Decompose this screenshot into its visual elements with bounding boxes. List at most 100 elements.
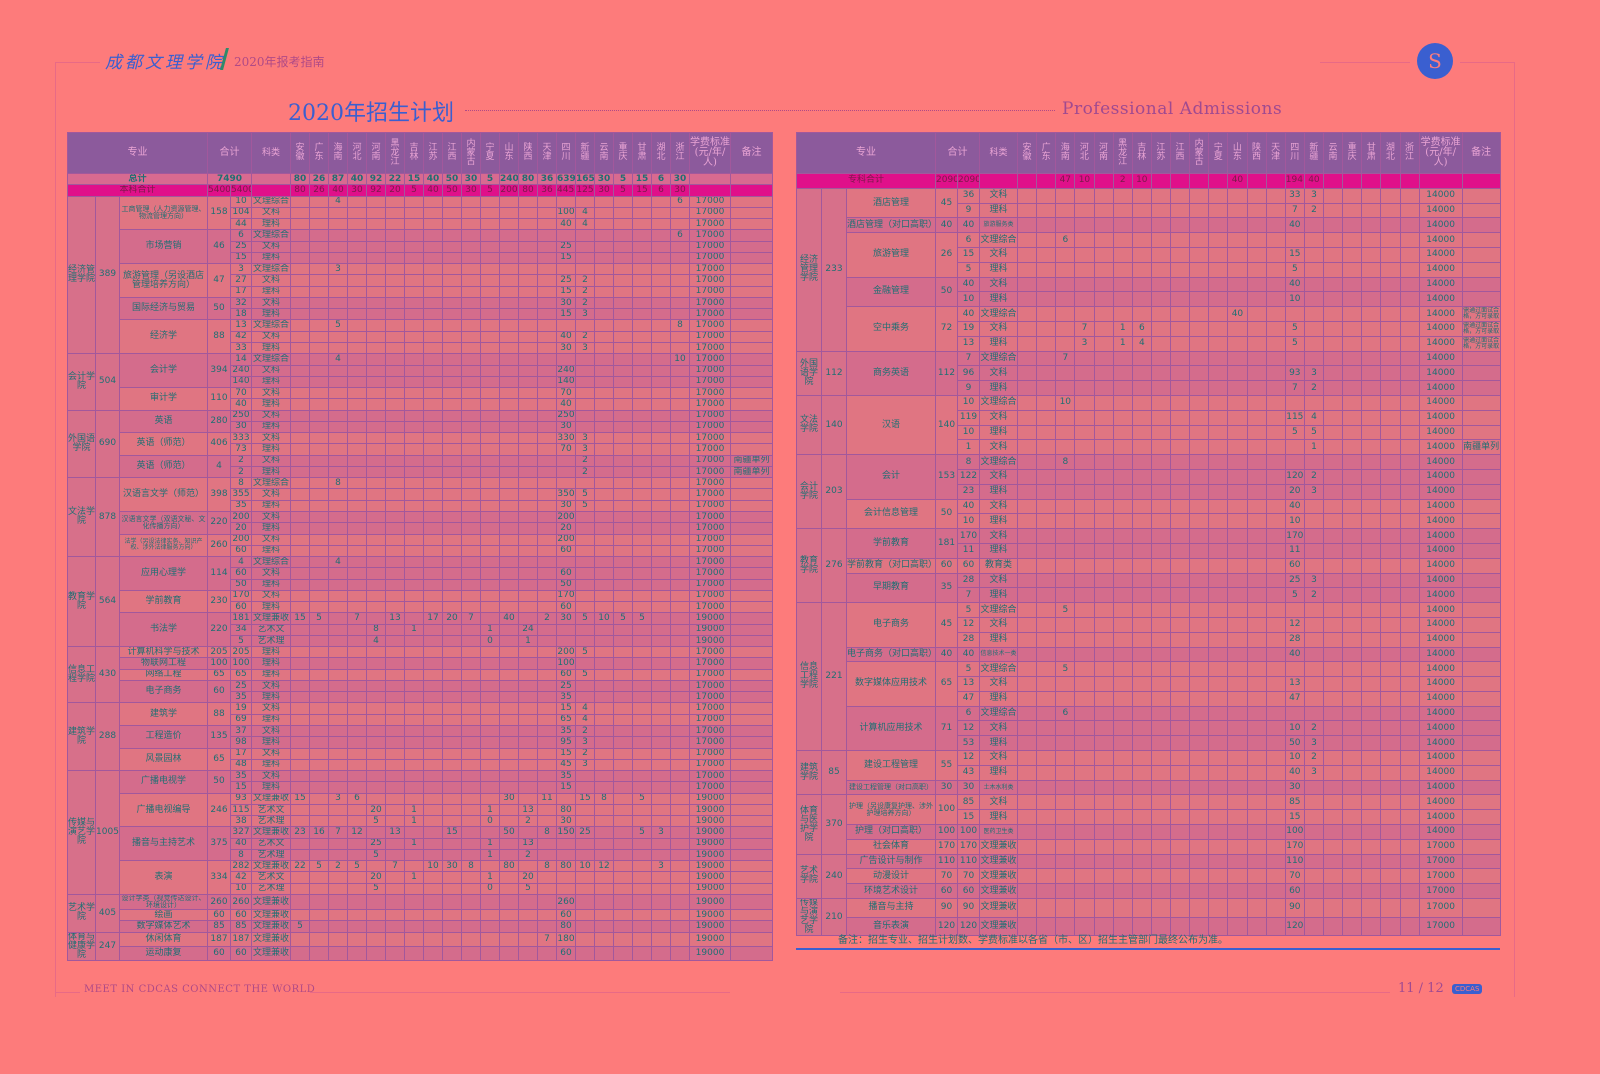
province-count [347, 341, 367, 355]
province-count [670, 747, 690, 760]
province-count [480, 567, 500, 580]
province-count [366, 341, 386, 355]
college-name: 教育学院 [796, 528, 822, 604]
province-count [1380, 409, 1401, 426]
province-count: 12 [347, 826, 367, 839]
province-count [461, 341, 481, 355]
province-count: 120 [1284, 468, 1305, 485]
subject-type: 文理综合 [979, 350, 1018, 367]
province-count: 2 [575, 330, 595, 343]
province-count [1036, 261, 1057, 278]
province-count [347, 443, 367, 456]
province-count [518, 736, 538, 749]
province-count [1036, 587, 1057, 604]
province-count: 200 [556, 646, 576, 659]
province-count [1016, 394, 1038, 411]
province-count [1246, 735, 1267, 752]
province-count [1208, 409, 1229, 426]
province-count [1342, 380, 1363, 396]
province-count [1342, 498, 1363, 515]
row-count: 30 [957, 779, 980, 796]
row-count: 42 [230, 871, 252, 884]
province-count [328, 443, 348, 456]
province-count [1093, 898, 1114, 918]
province-count: 5 [1284, 320, 1305, 337]
province-count [366, 589, 386, 603]
province-count [537, 920, 557, 933]
province-count [1265, 217, 1286, 234]
province-count [1189, 320, 1210, 337]
province-count [556, 353, 576, 366]
province-count [461, 195, 481, 208]
province-count [404, 465, 424, 479]
province-count: 36 [537, 172, 557, 186]
province-count [1361, 676, 1382, 692]
province-count [347, 556, 367, 569]
province-count [594, 263, 614, 276]
province-count [366, 747, 386, 760]
province-count [1399, 838, 1420, 855]
province-count: 5 [632, 612, 652, 625]
row-count: 60 [230, 601, 252, 614]
province-count [1131, 764, 1152, 781]
province-count: 4 [575, 713, 595, 727]
province-count: 30 [670, 184, 690, 197]
province-count [537, 499, 557, 512]
province-count [1189, 454, 1210, 470]
province-count [670, 860, 690, 873]
province-count [575, 375, 595, 389]
subject-type: 文理综合 [251, 263, 291, 276]
row-count: 70 [957, 868, 980, 885]
tuition-fee: 17000 [689, 251, 731, 265]
subject-type: 文理综合 [251, 477, 291, 490]
province-count [1093, 528, 1114, 544]
province-count [1342, 690, 1363, 707]
province-count [1246, 646, 1267, 663]
major-name: 音乐表演 [846, 916, 936, 937]
tuition-fee: 17000 [1418, 898, 1463, 918]
summary-type [251, 184, 291, 197]
province-count [442, 945, 462, 961]
major-total: 280 [207, 409, 231, 434]
table-row: 数字媒体应用技术 65 5 文理综合 5 14000 [797, 661, 1501, 707]
province-count [1361, 217, 1382, 234]
province-count [1093, 483, 1114, 500]
province-count: 7 [1284, 380, 1305, 396]
province-count [1246, 424, 1267, 441]
province-count [1131, 916, 1152, 937]
province-count [651, 848, 671, 862]
province-count [309, 499, 329, 512]
province-count [309, 544, 329, 558]
row-note [730, 364, 773, 377]
province-count [1189, 750, 1210, 766]
province-count [670, 781, 690, 794]
province-count [1322, 616, 1344, 633]
table-row: 建筑学院 85 建设工程管理 55 12 文科 10 2 14000 [796, 750, 1501, 796]
row-note [730, 398, 773, 411]
province-count [328, 488, 348, 501]
province-count [1131, 483, 1152, 500]
province-count [1342, 572, 1363, 589]
subject-type: 理科 [979, 424, 1018, 441]
province-count [309, 556, 329, 569]
province-count [1074, 365, 1095, 382]
province-count [1227, 365, 1248, 382]
province-count [1380, 454, 1401, 470]
subject-type: 文理兼收 [251, 908, 291, 922]
province-count [632, 725, 652, 738]
province-count [423, 533, 443, 546]
province-count: 7 [461, 612, 481, 625]
college-total: 210 [821, 898, 847, 937]
tuition-fee: 14000 [1418, 542, 1463, 559]
province-count [1322, 276, 1344, 293]
province-count [1227, 187, 1248, 204]
major-total: 4 [207, 454, 231, 479]
table-row: 早期教育 35 28 文科 25 3 14000 [797, 572, 1501, 604]
province-count [1303, 794, 1325, 811]
province-count [423, 770, 443, 783]
province-count [1055, 779, 1076, 796]
province-count [385, 803, 405, 817]
province-count [366, 420, 386, 434]
province-count [1016, 335, 1038, 352]
province-count [499, 206, 519, 220]
